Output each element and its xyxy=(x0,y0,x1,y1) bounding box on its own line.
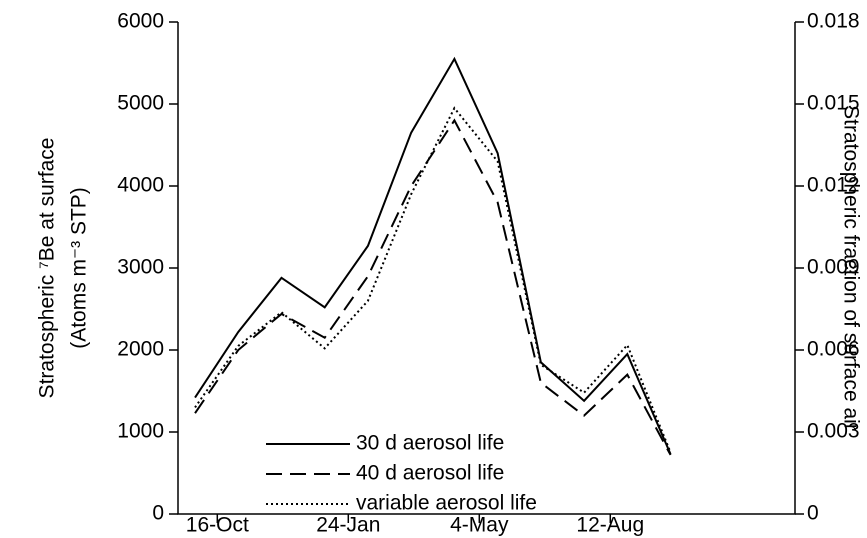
y-axis-units: (Atoms m⁻³ STP) xyxy=(68,187,91,349)
y-tick-label: 4000 xyxy=(117,174,164,197)
y-axis-label: Stratospheric ⁷Be at surface xyxy=(36,138,59,399)
legend-label: 40 d aerosol life xyxy=(356,462,504,485)
series-line xyxy=(194,106,672,453)
legend-label: 30 d aerosol life xyxy=(356,432,504,455)
y2-axis-label: Stratospheric fraction of surface air xyxy=(839,105,862,431)
series-line xyxy=(194,56,672,455)
y2-tick-label: 0.006 xyxy=(807,338,860,361)
x-tick-label: 12-Aug xyxy=(576,514,644,537)
series-line xyxy=(194,118,672,456)
y-tick-label: 1000 xyxy=(117,420,164,443)
y2-tick-label: 0 xyxy=(807,502,819,525)
y2-tick-label: 0.012 xyxy=(807,174,860,197)
y2-tick-label: 0.003 xyxy=(807,420,860,443)
y2-tick-label: 0.018 xyxy=(807,10,860,33)
x-tick-label: 24-Jan xyxy=(316,514,380,537)
y2-tick-label: 0.015 xyxy=(807,92,860,115)
y-tick-label: 5000 xyxy=(117,92,164,115)
legend-label: variable aerosol life xyxy=(356,492,537,515)
y-tick-label: 3000 xyxy=(117,256,164,279)
y-tick-label: 0 xyxy=(152,502,164,525)
y-tick-label: 2000 xyxy=(117,338,164,361)
y-tick-label: 6000 xyxy=(117,10,164,33)
x-tick-label: 4-May xyxy=(450,514,509,537)
y2-tick-label: 0.009 xyxy=(807,256,860,279)
x-tick-label: 16-Oct xyxy=(186,514,249,537)
